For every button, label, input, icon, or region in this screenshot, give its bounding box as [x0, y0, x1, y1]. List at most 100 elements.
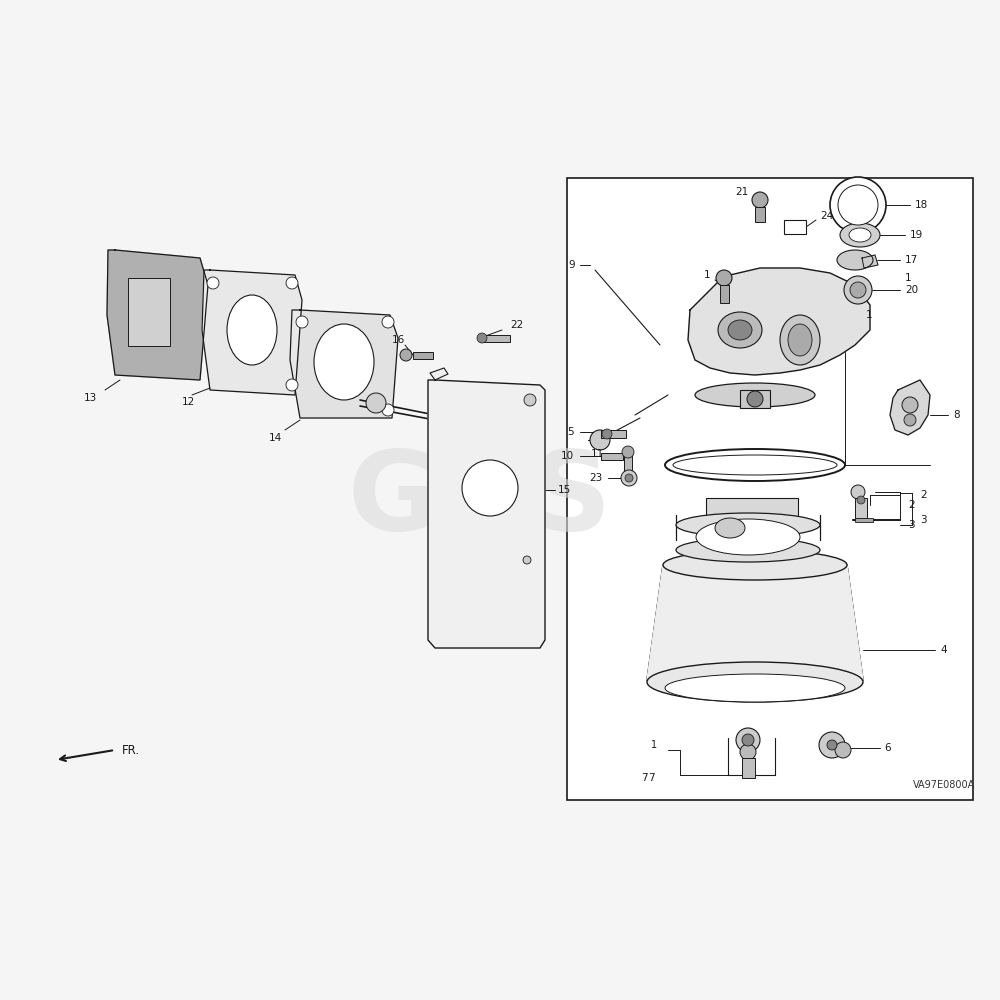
Circle shape	[382, 404, 394, 416]
Circle shape	[851, 485, 865, 499]
Text: 12: 12	[181, 397, 195, 407]
Circle shape	[625, 474, 633, 482]
Ellipse shape	[665, 674, 845, 702]
Circle shape	[752, 192, 768, 208]
Circle shape	[827, 740, 837, 750]
Circle shape	[524, 394, 536, 406]
Circle shape	[742, 734, 754, 746]
Ellipse shape	[673, 455, 837, 475]
Circle shape	[286, 277, 298, 289]
Text: 1: 1	[866, 310, 873, 320]
Ellipse shape	[849, 228, 871, 242]
Text: 4: 4	[940, 645, 947, 655]
Circle shape	[590, 430, 610, 450]
Ellipse shape	[788, 324, 812, 356]
Ellipse shape	[850, 282, 866, 298]
Ellipse shape	[780, 315, 820, 365]
Circle shape	[207, 277, 219, 289]
Circle shape	[736, 728, 760, 752]
Bar	[755, 207, 765, 222]
Bar	[855, 498, 867, 518]
Ellipse shape	[663, 550, 847, 580]
Circle shape	[602, 429, 612, 439]
Bar	[601, 430, 626, 438]
Ellipse shape	[844, 276, 872, 304]
Text: 24: 24	[820, 211, 833, 221]
Text: 15: 15	[558, 485, 571, 495]
Polygon shape	[430, 368, 448, 380]
Bar	[855, 518, 873, 522]
Ellipse shape	[840, 223, 880, 247]
Ellipse shape	[695, 383, 815, 407]
Text: 11: 11	[591, 449, 604, 459]
Text: 10: 10	[561, 451, 574, 461]
Text: VA97E0800A: VA97E0800A	[913, 780, 975, 790]
Text: 23: 23	[589, 473, 602, 483]
Ellipse shape	[462, 460, 518, 516]
Text: 8: 8	[953, 410, 960, 420]
Text: FR.: FR.	[122, 744, 140, 756]
Circle shape	[716, 270, 732, 286]
Circle shape	[835, 742, 851, 758]
Polygon shape	[688, 268, 870, 375]
Bar	[480, 335, 510, 342]
Bar	[784, 220, 806, 234]
Ellipse shape	[728, 320, 752, 340]
Ellipse shape	[715, 518, 745, 538]
Text: 5: 5	[567, 427, 574, 437]
Circle shape	[286, 379, 298, 391]
Text: 14: 14	[268, 433, 282, 443]
Circle shape	[296, 316, 308, 328]
Ellipse shape	[718, 312, 762, 348]
Circle shape	[740, 744, 756, 760]
Polygon shape	[202, 270, 302, 395]
Polygon shape	[428, 380, 545, 648]
Polygon shape	[890, 380, 930, 435]
Text: 9: 9	[568, 260, 575, 270]
Text: 18: 18	[915, 200, 928, 210]
Text: 3: 3	[920, 515, 927, 525]
Ellipse shape	[647, 662, 863, 702]
Text: 2: 2	[908, 500, 915, 510]
Text: 2: 2	[920, 490, 927, 500]
Bar	[128, 278, 170, 346]
Text: 20: 20	[905, 285, 918, 295]
Circle shape	[400, 349, 412, 361]
Text: 22: 22	[510, 320, 523, 330]
Text: 1: 1	[651, 740, 657, 750]
Circle shape	[621, 470, 637, 486]
Bar	[567, 178, 973, 800]
Bar	[706, 498, 798, 520]
Bar	[720, 285, 729, 303]
Ellipse shape	[696, 519, 800, 555]
Circle shape	[366, 393, 386, 413]
Ellipse shape	[747, 391, 763, 407]
Text: 16: 16	[391, 335, 405, 345]
Circle shape	[477, 333, 487, 343]
Text: 13: 13	[83, 393, 97, 403]
Ellipse shape	[665, 449, 845, 481]
Polygon shape	[647, 565, 863, 680]
Bar	[601, 453, 623, 460]
Text: 19: 19	[910, 230, 923, 240]
Ellipse shape	[830, 177, 886, 233]
Circle shape	[523, 556, 531, 564]
Ellipse shape	[676, 513, 820, 537]
Text: GHS: GHS	[348, 446, 612, 554]
Ellipse shape	[314, 324, 374, 400]
Circle shape	[622, 446, 634, 458]
Ellipse shape	[837, 250, 873, 270]
Text: 17: 17	[905, 255, 918, 265]
Bar	[624, 452, 632, 477]
Circle shape	[382, 316, 394, 328]
Ellipse shape	[838, 185, 878, 225]
Text: 7: 7	[648, 773, 655, 783]
Bar	[742, 758, 755, 778]
Ellipse shape	[227, 295, 277, 365]
Ellipse shape	[676, 538, 820, 562]
Text: 1: 1	[703, 270, 710, 280]
Text: 6: 6	[884, 743, 891, 753]
Circle shape	[904, 414, 916, 426]
Polygon shape	[107, 250, 208, 380]
Bar	[413, 352, 433, 359]
